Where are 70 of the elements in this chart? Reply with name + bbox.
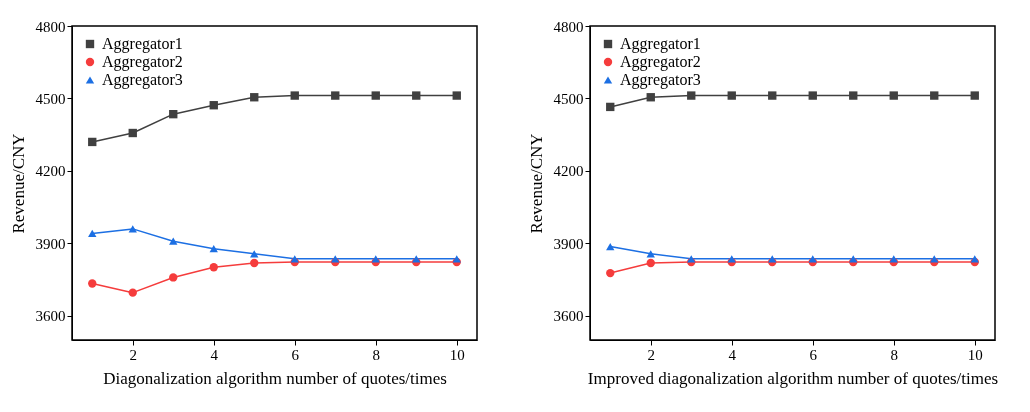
point [606, 102, 615, 112]
y-tick-label: 4800 [35, 18, 66, 35]
x-tick-label: 10 [967, 346, 983, 363]
point [371, 91, 380, 100]
point [128, 128, 137, 138]
point [88, 137, 97, 147]
x-tick-label: 6 [809, 346, 818, 363]
point [169, 237, 178, 245]
point [646, 250, 655, 258]
x-tick-label: 2 [129, 346, 137, 363]
point [209, 101, 218, 110]
point [209, 263, 218, 272]
point [970, 91, 979, 100]
point [88, 279, 97, 288]
legend-label: Aggregator1 [102, 35, 183, 53]
point [331, 91, 340, 100]
point [849, 91, 858, 100]
x-tick-label: 8 [372, 346, 380, 363]
point [727, 91, 736, 100]
y-tick-label: 4500 [553, 90, 584, 107]
point [606, 268, 615, 278]
point [250, 250, 259, 258]
point [128, 225, 137, 233]
y-tick-label: 3600 [553, 308, 584, 325]
y-tick-label: 4500 [35, 90, 66, 107]
point [768, 91, 777, 100]
point [290, 91, 299, 100]
x-tick-label: 2 [647, 346, 655, 363]
x-tick-label: 4 [728, 346, 737, 363]
legend-label: Aggregator2 [102, 53, 183, 71]
y-axis-title: Revenue/CNY [526, 133, 546, 234]
point [687, 255, 696, 263]
x-tick-label: 10 [449, 346, 465, 363]
point [250, 93, 259, 102]
y-axis-title: Revenue/CNY [8, 133, 28, 234]
legend-label: Aggregator2 [620, 53, 701, 71]
y-tick-label: 3600 [35, 308, 66, 325]
point [849, 255, 858, 263]
y-tick-label: 4800 [553, 18, 584, 35]
point [412, 91, 421, 100]
y-tick-label: 3900 [35, 235, 66, 252]
point [646, 258, 655, 268]
x-tick-label: 6 [291, 346, 300, 363]
point [88, 229, 97, 238]
point [250, 258, 259, 268]
point [889, 91, 898, 100]
x-axis-title: Diagonalization algorithm number of quotes/times [103, 368, 447, 388]
point [930, 255, 939, 263]
point [808, 91, 817, 100]
point [169, 109, 178, 119]
point [768, 255, 777, 263]
point [687, 91, 696, 100]
point [209, 245, 218, 253]
legend-label: Aggregator1 [620, 35, 701, 53]
point [169, 273, 178, 282]
y-tick-label: 3900 [553, 235, 584, 252]
point [412, 255, 421, 263]
point [606, 242, 615, 251]
x-tick-label: 4 [210, 346, 219, 363]
y-tick-label: 4200 [35, 163, 66, 180]
y-tick-label: 4200 [553, 163, 584, 180]
point [930, 91, 939, 100]
point [646, 93, 655, 102]
x-tick-label: 8 [890, 346, 898, 363]
point [452, 91, 461, 100]
point [331, 255, 340, 263]
legend-label: Aggregator3 [620, 71, 701, 89]
point [128, 288, 137, 297]
legend-label: Aggregator3 [102, 71, 183, 89]
x-axis-title: Improved diagonalization algorithm number of quotes/times [587, 368, 999, 388]
